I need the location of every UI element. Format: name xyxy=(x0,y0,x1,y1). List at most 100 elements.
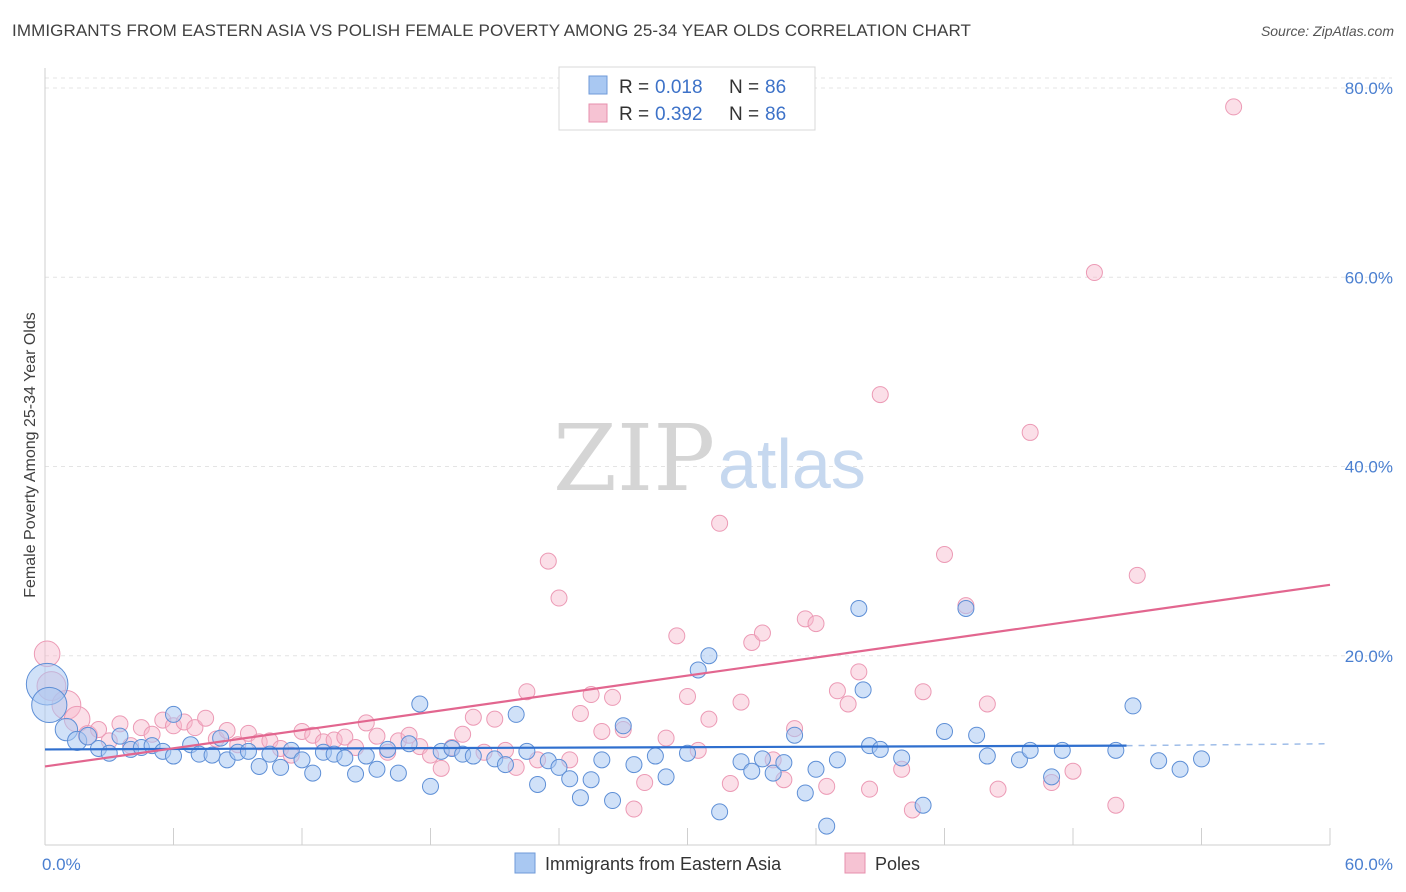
point-poles xyxy=(1021,423,1039,441)
point-poles xyxy=(978,695,996,713)
grid-lines xyxy=(45,77,1392,657)
point-eastern-asia xyxy=(282,741,300,759)
point-poles xyxy=(1128,566,1146,584)
point-poles xyxy=(464,708,482,726)
point-poles xyxy=(304,726,322,744)
source-label: Source: ZipAtlas.com xyxy=(1260,23,1394,39)
bottom-legend: Immigrants from Eastern Asia Poles xyxy=(514,852,920,874)
legend-swatch-blue xyxy=(588,75,608,95)
point-eastern-asia xyxy=(743,762,761,780)
point-poles xyxy=(197,709,215,727)
point-poles xyxy=(989,780,1007,798)
legend-r-value-blue: 0.018 xyxy=(655,77,703,98)
point-poles xyxy=(732,693,750,711)
point-eastern-asia xyxy=(239,742,257,760)
point-poles xyxy=(186,719,204,737)
point-eastern-asia xyxy=(111,727,129,745)
point-eastern-asia xyxy=(582,771,600,789)
point-eastern-asia xyxy=(646,747,664,765)
point-poles xyxy=(700,710,718,728)
point-poles xyxy=(336,728,354,746)
point-eastern-asia xyxy=(507,705,525,723)
bottom-legend-swatch-blue xyxy=(514,852,536,874)
point-eastern-asia xyxy=(293,751,311,769)
point-eastern-asia xyxy=(422,777,439,795)
point-poles xyxy=(850,663,868,681)
point-poles xyxy=(518,683,536,701)
point-poles xyxy=(796,610,814,628)
point-eastern-asia xyxy=(250,757,268,775)
point-eastern-asia xyxy=(357,747,375,765)
point-eastern-asia xyxy=(957,599,975,617)
point-eastern-asia xyxy=(518,742,536,760)
point-poles xyxy=(454,725,472,743)
point-eastern-asia xyxy=(1010,751,1028,769)
point-eastern-asia xyxy=(978,747,996,765)
legend-n-value-blue: 86 xyxy=(765,77,786,98)
point-eastern-asia xyxy=(614,717,632,735)
trend-line-eastern-asia-extension xyxy=(1126,743,1331,747)
point-eastern-asia xyxy=(1150,752,1168,770)
point-eastern-asia xyxy=(657,768,675,786)
point-eastern-asia xyxy=(700,647,718,665)
point-eastern-asia xyxy=(871,740,889,758)
point-eastern-asia xyxy=(550,758,568,776)
point-eastern-asia xyxy=(1171,760,1189,778)
point-poles xyxy=(625,800,643,818)
point-poles xyxy=(593,722,611,740)
point-eastern-asia xyxy=(625,756,643,774)
series-eastern-asia xyxy=(25,599,1210,835)
x-tick-label-min: 0.0% xyxy=(42,855,81,874)
legend-n-value-pink: 86 xyxy=(765,104,786,125)
point-poles xyxy=(828,682,846,700)
point-poles xyxy=(33,640,61,668)
point-poles xyxy=(368,727,386,745)
point-poles xyxy=(486,710,504,728)
point-eastern-asia xyxy=(1021,741,1039,759)
point-eastern-asia xyxy=(893,749,911,767)
x-tick-label-max: 60.0% xyxy=(1345,855,1393,874)
legend-r-label-blue: R = xyxy=(619,77,649,98)
point-eastern-asia xyxy=(807,760,825,778)
point-eastern-asia xyxy=(496,756,514,774)
point-eastern-asia xyxy=(1124,697,1142,715)
y-tick-label: 20.0% xyxy=(1345,647,1393,666)
watermark-zip: ZIP xyxy=(553,405,715,512)
watermark-atlas: atlas xyxy=(718,425,866,503)
point-eastern-asia xyxy=(593,751,611,769)
bottom-legend-swatch-pink xyxy=(844,852,866,874)
point-eastern-asia xyxy=(78,726,98,746)
point-eastern-asia xyxy=(796,784,814,802)
bottom-legend-label-pink: Poles xyxy=(875,854,920,874)
point-poles xyxy=(679,687,696,705)
y-tick-label: 80.0% xyxy=(1345,79,1393,98)
y-tick-label: 40.0% xyxy=(1345,458,1393,477)
legend-swatch-pink xyxy=(588,103,608,123)
point-eastern-asia xyxy=(368,760,386,778)
point-poles xyxy=(604,688,622,706)
point-eastern-asia xyxy=(914,796,932,814)
point-poles xyxy=(132,719,150,737)
y-tick-labels: 20.0% 40.0% 60.0% 80.0% xyxy=(1345,79,1393,666)
point-eastern-asia xyxy=(936,722,953,740)
point-eastern-asia xyxy=(347,765,365,783)
legend-r-label-pink: R = xyxy=(619,104,649,125)
point-poles xyxy=(839,695,857,713)
point-eastern-asia xyxy=(389,764,407,782)
trend-line-poles xyxy=(44,583,1331,768)
point-poles xyxy=(721,774,739,792)
point-eastern-asia xyxy=(571,789,589,807)
point-eastern-asia xyxy=(304,764,322,782)
point-eastern-asia xyxy=(786,726,804,744)
point-eastern-asia xyxy=(604,792,622,810)
point-poles xyxy=(807,615,825,633)
point-poles xyxy=(914,683,932,701)
point-eastern-asia xyxy=(775,754,793,772)
legend-n-label-blue: N = xyxy=(729,77,759,98)
point-poles xyxy=(711,514,729,532)
point-eastern-asia xyxy=(400,735,418,753)
x-tick-labels: 0.0% 60.0% xyxy=(42,855,1393,874)
point-poles xyxy=(818,777,836,795)
point-eastern-asia xyxy=(1043,768,1061,786)
